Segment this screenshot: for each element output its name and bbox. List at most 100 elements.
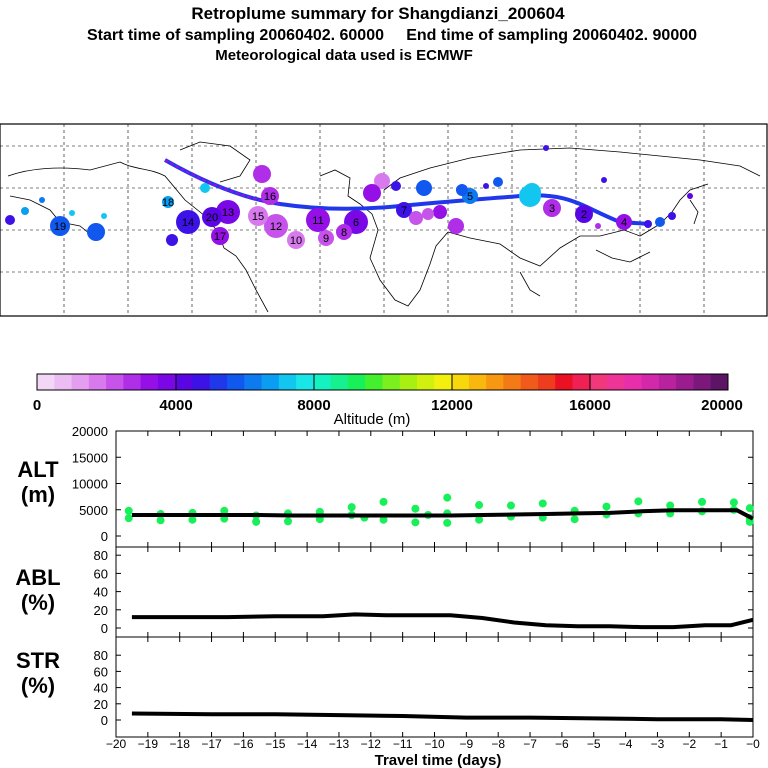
colorbar-cell (607, 374, 625, 390)
colorbar-label: Altitude (m) (334, 411, 411, 428)
plume-cluster-label: 6 (353, 217, 359, 229)
colorbar-cell (451, 374, 470, 390)
alt-scatter-point (745, 504, 754, 513)
colorbar-tick: 20000 (701, 397, 743, 414)
colorbar-cell (37, 374, 55, 390)
plume-dot (391, 181, 401, 191)
plume-dot (456, 184, 468, 196)
x-tick-label: −14 (297, 737, 318, 751)
plume-cluster (248, 206, 268, 226)
colorbar-cell (157, 374, 176, 390)
colorbar-cell (296, 374, 314, 390)
alt-scatter-point (666, 501, 675, 510)
plume-dot (416, 180, 432, 196)
colorbar-tick: 4000 (159, 397, 192, 414)
x-tick-label: −9 (460, 737, 474, 751)
colorbar-cell (399, 374, 418, 390)
x-tick-label: −1 (714, 737, 728, 751)
plume-cluster (543, 199, 561, 217)
map-coastlines (7, 141, 761, 313)
alt-scatter-point (475, 501, 484, 510)
colorbar-cell (468, 374, 487, 390)
plume-cluster-label: 16 (264, 191, 276, 203)
x-tick-label: −11 (393, 737, 413, 751)
plume-cluster (318, 230, 334, 246)
colorbar-cell (382, 374, 401, 390)
colorbar-cell (192, 374, 211, 390)
plume-dot (374, 173, 390, 189)
sampling-times: Start time of sampling 20060402. 60000 E… (86, 27, 698, 44)
plume-cluster-label: 3 (549, 203, 555, 215)
y-tick-label: 40 (94, 681, 108, 696)
str-line (131, 711, 754, 722)
plume-dot (687, 193, 693, 199)
colorbar-cell (658, 374, 677, 390)
alt-scatter-point (602, 502, 611, 511)
retroplume-map: 1234567891011121314151617181920 (0, 123, 768, 317)
colorbar-cells (37, 374, 729, 390)
plume-cluster (396, 202, 412, 218)
y-tick-label: 60 (94, 664, 108, 679)
alt-label: ALT (17, 457, 59, 482)
alt-scatter-point (220, 506, 229, 515)
x-tick-label: −17 (201, 737, 222, 751)
y-tick-label: 0 (101, 529, 108, 544)
x-tick-label: −4 (619, 737, 633, 751)
plume-cluster-label: 7 (401, 205, 407, 217)
plume-cluster (211, 227, 229, 245)
abl-unit: (%) (21, 590, 55, 615)
plume-dot (409, 211, 423, 225)
alt-scatter-point (411, 504, 420, 513)
y-tick-label: 20 (94, 603, 108, 618)
y-tick-label: 20000 (72, 424, 108, 439)
plume-cluster (306, 208, 330, 232)
colorbar-cell (676, 374, 694, 390)
colorbar-cell (347, 374, 366, 390)
alt-scatter-point (443, 493, 452, 502)
alt-scatter-point (252, 517, 261, 526)
plume-cluster-label: 18 (162, 197, 174, 209)
x-tick-label: −7 (523, 737, 537, 751)
plume-dot (448, 218, 464, 234)
plume-cluster-label: 4 (621, 217, 627, 229)
alt-scatter-point (475, 515, 484, 524)
colorbar-cell (175, 374, 193, 390)
alt-scatter-point (347, 503, 356, 512)
plume-cluster (264, 214, 288, 238)
colorbar-cell (313, 374, 332, 390)
alt-scatter-point (443, 518, 452, 527)
colorbar-cell (641, 374, 660, 390)
time-series-panels: ALT (m) ABL (%) STR (%) 0 5000 10000 15000 2… (15, 424, 760, 768)
plume-dot (523, 183, 541, 201)
colorbar-cell (71, 374, 90, 390)
colorbar-frame (36, 373, 729, 391)
map-frame (0, 123, 768, 317)
colorbar-cell (624, 374, 643, 390)
colorbar-cell (434, 374, 453, 390)
plume-cluster-label: 15 (252, 211, 264, 223)
str-unit: (%) (21, 673, 55, 698)
x-tick-label: −15 (265, 737, 286, 751)
plume-dot (200, 183, 210, 193)
colorbar-tick: 12000 (431, 397, 473, 414)
x-tick-label: −8 (491, 737, 505, 751)
plume-dot (39, 197, 45, 203)
plume-dot (253, 165, 271, 183)
colorbar-cell (244, 374, 263, 390)
alt-scatter-point (570, 515, 579, 524)
plume-dot (5, 215, 15, 225)
y-tick-label: 80 (94, 548, 108, 563)
plume-cluster-label: 19 (54, 221, 66, 233)
plume-cluster-label: 11 (312, 215, 323, 227)
colorbar-cell (106, 374, 124, 390)
alt-scatter-point (634, 497, 643, 506)
colorbar-cell (537, 374, 556, 390)
alt-scatter-point (506, 501, 515, 510)
panels-frame (115, 430, 754, 738)
x-tick-label: −2 (682, 737, 696, 751)
alt-scatter-point (188, 515, 197, 524)
plume-dot (493, 177, 503, 187)
colorbar-cell (486, 374, 504, 390)
